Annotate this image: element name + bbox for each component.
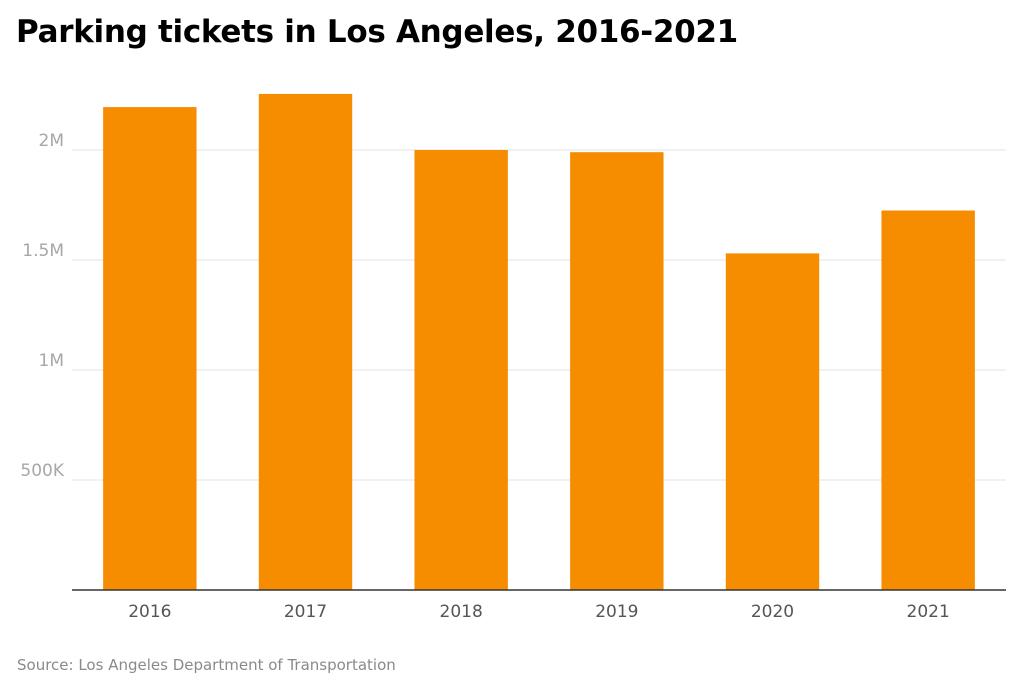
gridlines	[72, 149, 1006, 481]
x-tick-label: 2018	[440, 602, 483, 622]
bars	[103, 93, 975, 591]
y-tick-label: 2M	[39, 131, 64, 151]
bar-2019	[570, 152, 664, 590]
x-tick-label: 2021	[907, 602, 950, 622]
x-tick-label: 2016	[128, 602, 171, 622]
x-axis-labels: 2016 2017 2018 2019 2020 2021	[128, 602, 950, 622]
y-axis-ticks: 500K 1M 1.5M 2M	[20, 131, 64, 481]
y-tick-label: 1M	[39, 351, 64, 371]
bar-2021	[881, 210, 975, 590]
bar-2018	[414, 150, 508, 590]
x-tick-label: 2017	[284, 602, 327, 622]
bar-2016	[103, 107, 197, 590]
chart-title: Parking tickets in Los Angeles, 2016-202…	[16, 14, 738, 50]
y-tick-label: 1.5M	[22, 241, 64, 261]
y-tick-label: 500K	[20, 461, 64, 481]
source-note: Source: Los Angeles Department of Transp…	[17, 656, 396, 674]
bar-2020	[725, 253, 820, 590]
x-tick-label: 2020	[751, 602, 794, 622]
bar-2017	[258, 93, 353, 591]
x-tick-label: 2019	[595, 602, 638, 622]
